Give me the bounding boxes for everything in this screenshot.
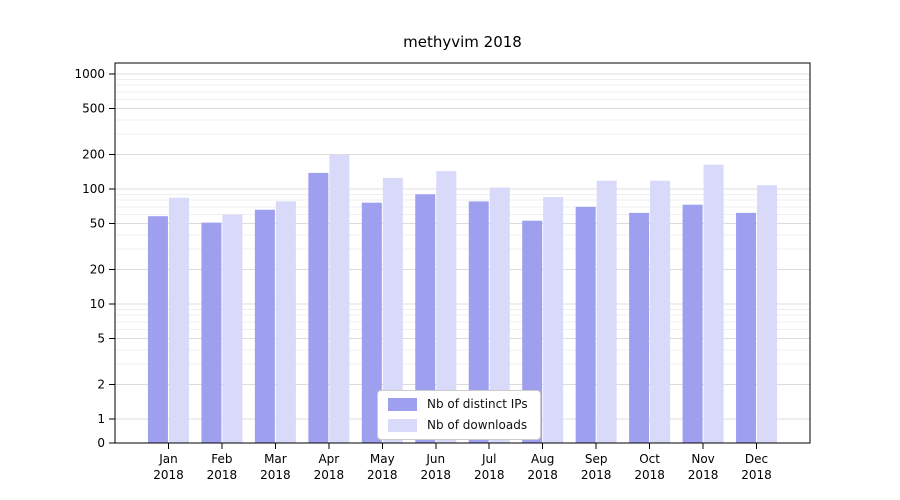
y-tick-label: 200 [82,147,105,161]
bar-distinct-ips-jul [468,201,489,443]
x-tick-label-month: Sep [585,452,608,466]
x-tick-label-year: 2018 [741,468,772,482]
x-tick-label-year: 2018 [367,468,398,482]
bar-distinct-ips-jun [415,194,436,443]
y-tick-label: 2 [97,377,105,391]
bar-distinct-ips-nov [682,204,703,443]
x-tick-label-year: 2018 [260,468,291,482]
x-tick-label-year: 2018 [207,468,238,482]
y-tick-label: 1 [97,412,105,426]
y-tick-label: 0 [97,436,105,450]
x-tick-label-month: Jul [481,452,496,466]
x-tick-label-year: 2018 [474,468,505,482]
x-tick-label-month: Apr [318,452,339,466]
x-tick-label-year: 2018 [314,468,345,482]
x-tick-label-month: Feb [211,452,232,466]
bar-distinct-ips-mar [254,209,275,443]
x-tick-label-month: Dec [745,452,768,466]
bar-distinct-ips-jan [147,216,168,443]
x-tick-label-month: Oct [639,452,660,466]
y-tick-label: 10 [90,297,105,311]
bar-downloads-aug [543,197,564,443]
y-tick-label: 5 [97,332,105,346]
bar-distinct-ips-dec [736,212,757,443]
legend-item-distinct-ips: Nb of distinct IPs [388,397,528,411]
bar-downloads-jan [168,197,189,443]
x-tick-label-month: Nov [691,452,714,466]
bar-downloads-nov [703,164,724,443]
bar-distinct-ips-sep [575,206,596,443]
bar-downloads-jun [436,171,457,443]
legend-item-downloads: Nb of downloads [388,418,528,432]
y-tick-label: 500 [82,102,105,116]
bar-downloads-oct [650,180,671,443]
bar-distinct-ips-may [361,202,382,443]
bar-distinct-ips-aug [522,220,543,443]
bar-distinct-ips-feb [201,222,222,443]
x-tick-label-year: 2018 [634,468,665,482]
axis-box [114,62,811,444]
bar-distinct-ips-oct [629,212,650,443]
x-tick-label-year: 2018 [527,468,558,482]
bar-downloads-jul [489,187,510,443]
x-tick-label-month: May [370,452,395,466]
y-tick-label: 1000 [74,67,105,81]
y-tick-label: 50 [90,217,105,231]
bar-distinct-ips-apr [308,172,329,443]
bar-downloads-feb [222,214,243,443]
bar-downloads-may [382,177,403,443]
bar-downloads-dec [757,185,778,444]
x-tick-label-year: 2018 [688,468,719,482]
chart-title: methyvim 2018 [403,33,522,51]
legend-swatch-downloads [388,418,417,432]
legend-label-downloads: Nb of downloads [427,418,528,432]
x-tick-label-year: 2018 [581,468,612,482]
legend-swatch-distinct-ips [388,397,417,411]
x-tick-label-month: Jan [158,452,178,466]
x-tick-label-year: 2018 [153,468,184,482]
bar-downloads-sep [596,180,617,443]
x-tick-label-month: Mar [264,452,287,466]
x-tick-label-month: Jun [425,452,445,466]
chart-legend: Nb of distinct IPs Nb of downloads [377,390,541,440]
x-tick-label-month: Aug [531,452,554,466]
legend-label-distinct-ips: Nb of distinct IPs [427,397,528,411]
bar-downloads-apr [329,154,350,444]
bar-downloads-mar [275,201,296,443]
x-tick-label-year: 2018 [420,468,451,482]
y-tick-label: 100 [82,182,105,196]
y-tick-label: 20 [90,262,105,276]
